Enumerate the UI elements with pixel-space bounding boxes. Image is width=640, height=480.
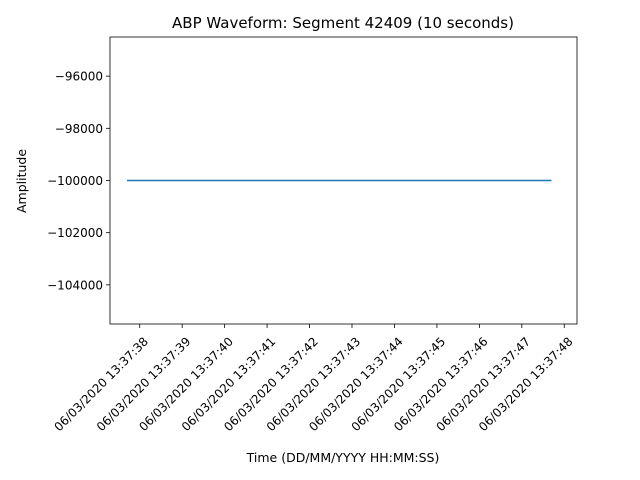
y-tick-label: −98000 xyxy=(55,122,103,136)
y-tick-label: −100000 xyxy=(47,174,103,188)
y-axis-label: Amplitude xyxy=(14,149,29,213)
y-tick-label: −96000 xyxy=(55,70,103,84)
chart-title: ABP Waveform: Segment 42409 (10 seconds) xyxy=(172,14,514,32)
plot-area xyxy=(109,36,578,325)
y-tick-label: −102000 xyxy=(47,226,103,240)
x-axis-label: Time (DD/MM/YYYY HH:MM:SS) xyxy=(246,450,440,465)
y-tick-label: −104000 xyxy=(47,278,103,292)
y-axis-ticks: −96000 −98000 −100000 −102000 −104000 xyxy=(47,70,110,292)
